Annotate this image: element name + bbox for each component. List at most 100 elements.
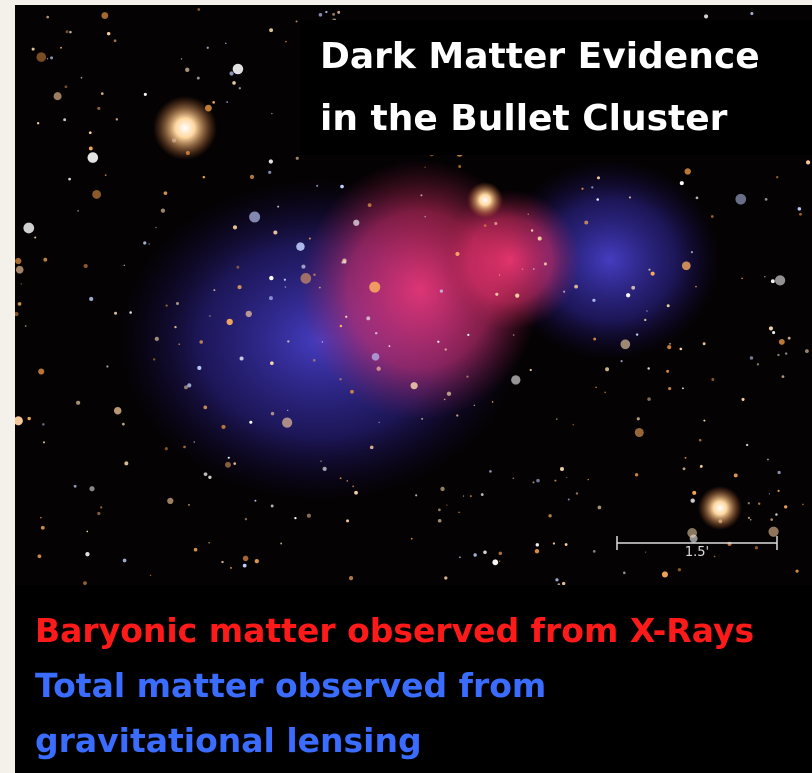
star [444,576,447,579]
star [188,504,190,506]
star [346,480,348,482]
star [687,528,697,538]
star [593,550,596,553]
star [626,293,630,297]
star [323,467,327,471]
star [60,47,62,49]
star [696,197,699,200]
star [122,423,125,426]
star [597,176,600,179]
star [533,268,535,270]
star [207,47,209,49]
star [148,243,150,245]
star [595,386,597,388]
star [691,251,693,253]
star [369,282,380,293]
caption-baryonic: Baryonic matter observed from X-Rays [35,611,754,650]
star [667,304,670,307]
star [271,505,274,508]
star [86,531,88,533]
star [155,227,157,229]
star [176,302,179,305]
star [36,52,46,62]
star [296,20,298,22]
star [568,499,570,501]
star [806,160,810,164]
star [212,101,215,104]
star [777,490,779,492]
star [81,77,83,79]
star [629,196,631,198]
star [593,338,596,341]
star [285,286,287,288]
star [447,392,451,396]
xray-gas-bullet [440,190,580,330]
star [565,543,568,546]
bright-star [698,486,742,530]
star [255,559,259,563]
star [483,551,487,555]
star [679,348,682,351]
star [748,517,750,519]
star [209,315,210,316]
star [647,397,651,401]
star [620,339,630,349]
star [153,358,155,360]
star [129,311,132,314]
star [420,194,422,196]
star [243,556,249,562]
star [100,506,102,508]
star [746,444,748,446]
star [349,576,353,580]
star [470,495,472,497]
star [379,422,380,423]
star [85,552,89,556]
star [456,414,458,416]
star [667,345,671,349]
star [768,527,778,537]
star [704,14,708,18]
star [340,325,343,328]
star [438,519,442,523]
star [101,12,108,19]
star [536,543,539,546]
star [711,215,714,218]
star [411,538,413,540]
star [605,367,609,371]
star [758,503,760,505]
star [229,71,233,75]
star [161,208,165,212]
star [695,286,697,288]
star [544,262,547,265]
star [164,191,168,195]
star [513,478,515,480]
star [591,186,593,188]
star [101,92,104,95]
star [155,337,159,341]
star [350,390,354,394]
star [662,571,668,577]
star [346,519,349,522]
star [89,146,93,150]
star [15,258,21,264]
star [682,261,691,270]
star [240,356,244,360]
star [166,304,168,306]
star [772,331,775,334]
star [233,64,244,75]
star [320,461,321,462]
star [375,332,377,334]
star [620,360,622,362]
star [683,467,686,470]
star [107,32,110,35]
star [43,441,45,443]
star [32,48,35,51]
star [765,198,768,201]
star [63,118,66,121]
star [553,542,555,544]
bright-star [467,182,503,218]
star [757,363,759,365]
star [750,12,753,15]
star [492,401,494,403]
star [592,299,595,302]
